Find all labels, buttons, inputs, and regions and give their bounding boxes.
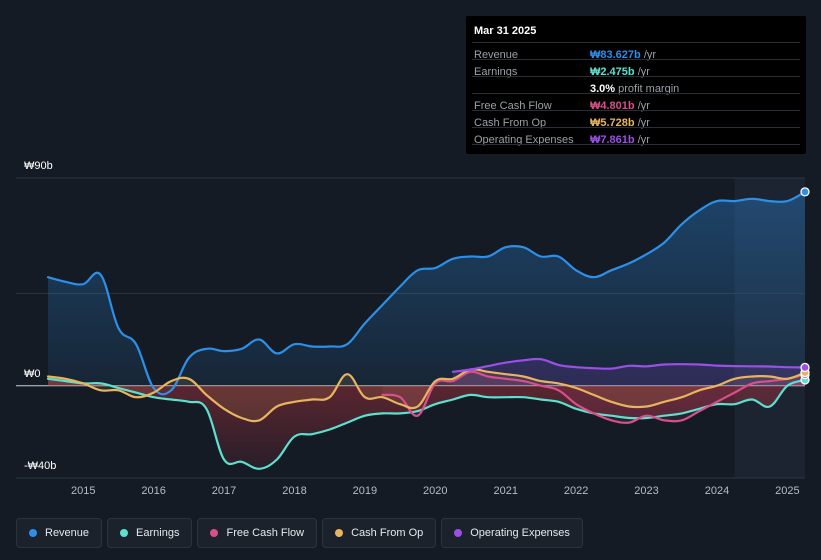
earnings-line[interactable] bbox=[46, 377, 807, 470]
tooltip-cash-from-op-value: ₩5.728b /yr bbox=[590, 117, 650, 129]
tooltip-profit-margin-value: 3.0% profit margin bbox=[590, 83, 679, 95]
x-tick-label: 2023 bbox=[634, 485, 659, 497]
tooltip-unit-text: profit margin bbox=[618, 83, 680, 95]
tooltip-unit-text: /yr bbox=[637, 100, 650, 112]
tooltip-operating-expenses-value: ₩7.861b /yr bbox=[590, 134, 650, 146]
tooltip-separator bbox=[472, 93, 800, 94]
tooltip-separator bbox=[472, 127, 800, 128]
legend: Revenue Earnings Free Cash Flow Cash From O… bbox=[16, 518, 583, 548]
cash-from-op-line[interactable] bbox=[46, 368, 807, 423]
tooltip-value-text: ₩7.861b bbox=[590, 134, 635, 146]
tooltip-earnings-label: Earnings bbox=[474, 66, 518, 78]
x-tick-label: 2020 bbox=[423, 485, 448, 497]
tooltip-separator bbox=[472, 110, 800, 111]
tooltip-date: Mar 31 2025 bbox=[474, 25, 537, 37]
x-tick-label: 2017 bbox=[211, 485, 237, 497]
y-axis-bottom-label: -₩40b bbox=[24, 460, 57, 472]
revenue-end-marker[interactable] bbox=[800, 187, 810, 197]
earnings-area bbox=[48, 378, 805, 469]
tooltip-cash-from-op-label: Cash From Op bbox=[474, 117, 547, 129]
x-tick-label: 2019 bbox=[352, 485, 378, 497]
legend-label: Free Cash Flow bbox=[226, 527, 305, 539]
tooltip-free-cash-flow-label: Free Cash Flow bbox=[474, 100, 552, 112]
tooltip-value-text: ₩83.627b bbox=[590, 49, 641, 61]
tooltip-earnings-value: ₩2.475b /yr bbox=[590, 66, 650, 78]
legend-dot-icon bbox=[29, 529, 37, 537]
legend-item-free-cash-flow[interactable]: Free Cash Flow bbox=[197, 518, 318, 548]
tooltip-separator bbox=[472, 42, 800, 43]
cash-from-op-area bbox=[48, 369, 805, 422]
tooltip-revenue-value: ₩83.627b /yr bbox=[590, 49, 656, 61]
legend-item-operating-expenses[interactable]: Operating Expenses bbox=[441, 518, 583, 548]
x-tick-label: 2016 bbox=[141, 485, 166, 497]
legend-dot-icon bbox=[454, 529, 463, 537]
data-tooltip: Mar 31 2025 Revenue ₩83.627b /yr Earnings ₩… bbox=[466, 16, 806, 154]
operating-expenses-line[interactable] bbox=[451, 357, 807, 373]
tooltip-separator bbox=[472, 76, 800, 77]
tooltip-revenue-label: Revenue bbox=[474, 49, 519, 61]
tooltip-separator bbox=[472, 144, 800, 145]
x-tick-label: 2018 bbox=[282, 485, 307, 497]
tooltip-unit-text: /yr bbox=[637, 134, 650, 146]
legend-dot-icon bbox=[210, 529, 219, 537]
tooltip-value-text: 3.0% bbox=[590, 83, 616, 95]
x-tick-label: 2021 bbox=[493, 485, 518, 497]
legend-item-revenue[interactable]: Revenue bbox=[16, 518, 103, 548]
x-tick-label: 2022 bbox=[563, 485, 589, 497]
tooltip-operating-expenses-label: Operating Expenses bbox=[474, 134, 574, 146]
y-axis-zero-label: ₩0 bbox=[24, 368, 41, 380]
tooltip-value-text: ₩2.475b bbox=[590, 66, 635, 78]
free-cash-flow-line[interactable] bbox=[381, 370, 807, 424]
y-axis-top-label: ₩90b bbox=[24, 160, 53, 172]
legend-label: Cash From Op bbox=[351, 527, 424, 539]
legend-label: Operating Expenses bbox=[470, 527, 570, 539]
legend-dot-icon bbox=[335, 529, 344, 537]
legend-label: Revenue bbox=[45, 527, 90, 539]
legend-item-cash-from-op[interactable]: Cash From Op bbox=[322, 518, 437, 548]
tooltip-unit-text: /yr bbox=[643, 49, 657, 61]
tooltip-unit-text: /yr bbox=[637, 66, 650, 78]
operating-expenses-end-marker[interactable] bbox=[800, 362, 810, 373]
tooltip-separator bbox=[472, 59, 800, 60]
legend-dot-icon bbox=[120, 529, 129, 537]
tooltip-value-text: ₩5.728b bbox=[590, 117, 635, 129]
revenue-line[interactable] bbox=[46, 190, 807, 396]
legend-item-earnings[interactable]: Earnings bbox=[107, 518, 193, 548]
x-tick-label: 2025 bbox=[775, 485, 800, 497]
legend-label: Earnings bbox=[136, 527, 180, 539]
x-tick-label: 2015 bbox=[70, 485, 96, 497]
x-tick-label: 2024 bbox=[704, 485, 730, 497]
tooltip-free-cash-flow-value: ₩4.801b /yr bbox=[590, 100, 650, 112]
tooltip-unit-text: /yr bbox=[637, 117, 650, 129]
tooltip-value-text: ₩4.801b bbox=[590, 100, 635, 112]
revenue-area bbox=[48, 191, 805, 395]
